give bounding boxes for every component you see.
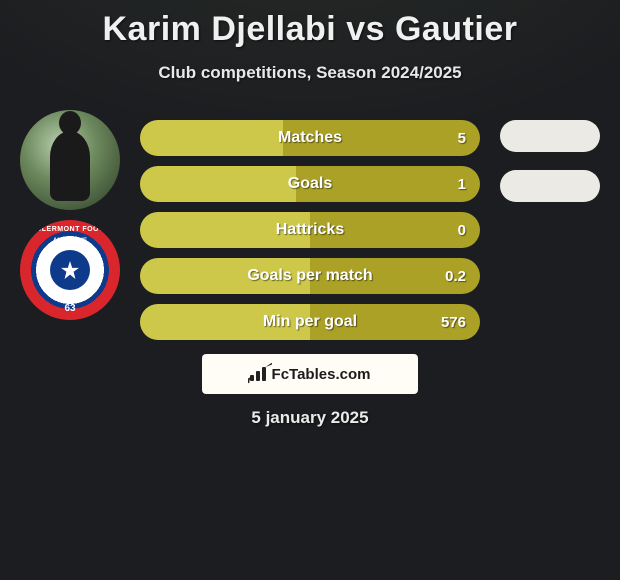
stat-row-gpm: Goals per match 0.2 bbox=[140, 258, 480, 294]
stat-value: 1 bbox=[458, 176, 466, 193]
player-silhouette-icon bbox=[50, 131, 90, 201]
blank-pill bbox=[500, 170, 600, 202]
stat-value: 5 bbox=[458, 130, 466, 147]
club-name-mid: AUVERGNE bbox=[20, 238, 120, 244]
stat-value: 0.2 bbox=[445, 268, 466, 285]
stat-row-hattricks: Hattricks 0 bbox=[140, 212, 480, 248]
subtitle: Club competitions, Season 2024/2025 bbox=[0, 63, 620, 83]
left-avatars: CLERMONT FOOT AUVERGNE 63 bbox=[10, 110, 130, 330]
source-badge[interactable]: FcTables.com bbox=[202, 354, 418, 394]
blank-pill bbox=[500, 120, 600, 152]
stat-label: Matches bbox=[140, 129, 480, 147]
stat-row-mpg: Min per goal 576 bbox=[140, 304, 480, 340]
source-text: FcTables.com bbox=[272, 366, 371, 383]
chart-icon bbox=[250, 367, 268, 381]
player-avatar bbox=[20, 110, 120, 210]
stat-value: 576 bbox=[441, 314, 466, 331]
club-name-top: CLERMONT FOOT bbox=[20, 226, 120, 233]
stat-value: 0 bbox=[458, 222, 466, 239]
club-number: 63 bbox=[20, 303, 120, 314]
stat-row-matches: Matches 5 bbox=[140, 120, 480, 156]
page-title: Karim Djellabi vs Gautier bbox=[0, 0, 620, 49]
comparison-card: Karim Djellabi vs Gautier Club competiti… bbox=[0, 0, 620, 580]
date-text: 5 january 2025 bbox=[0, 408, 620, 428]
stat-label: Hattricks bbox=[140, 221, 480, 239]
stat-label: Goals bbox=[140, 175, 480, 193]
stat-row-goals: Goals 1 bbox=[140, 166, 480, 202]
stat-label: Goals per match bbox=[140, 267, 480, 285]
club-badge: CLERMONT FOOT AUVERGNE 63 bbox=[20, 220, 120, 320]
right-pills bbox=[490, 120, 610, 220]
stat-label: Min per goal bbox=[140, 313, 480, 331]
club-crest-icon bbox=[50, 250, 90, 290]
stats-bars: Matches 5 Goals 1 Hattricks 0 Goals per … bbox=[140, 120, 480, 350]
